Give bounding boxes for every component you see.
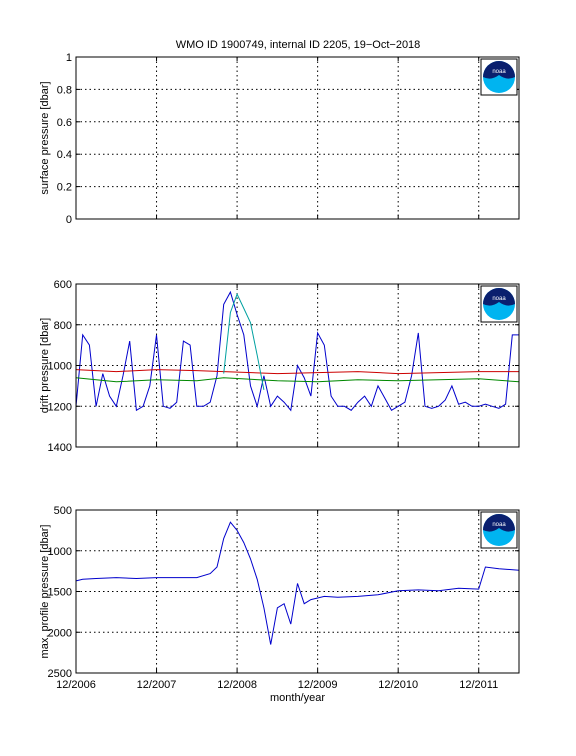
y-tick-label: 600 (54, 279, 72, 291)
y-tick-label: 1000 (48, 546, 72, 558)
blue-series-line (75, 290, 519, 412)
y-tick-label: 2500 (48, 668, 72, 680)
logo-text: noaa (492, 296, 506, 302)
figure-title: WMO ID 1900749, internal ID 2205, 19−Oct… (176, 39, 421, 51)
cyan-series-line (223, 292, 265, 390)
logo-bird (483, 514, 515, 532)
y-tick-label: 1000 (48, 361, 72, 373)
y-tick-label: 0 (66, 214, 72, 226)
noaa-logo-icon: noaa (480, 58, 518, 96)
y-tick-label: 1 (66, 52, 72, 64)
y-tick-label: 500 (54, 505, 72, 517)
y-axis-label: max. profile pressure [dbar] (39, 525, 51, 659)
drift-pressure-panel: 600 800 1000 1200 1400 drift pressure [dbar] n… (39, 279, 520, 454)
red-series-line (75, 369, 519, 375)
logo-bird (483, 288, 515, 306)
y-tick-label: 2000 (48, 627, 72, 639)
y-tick-label: 0.6 (57, 117, 72, 129)
y-tick-label: 1400 (48, 442, 72, 454)
x-tick-label: 12/2006 (56, 679, 96, 691)
y-tick-label: 800 (54, 320, 72, 332)
y-axis-label: surface pressure [dbar] (39, 81, 51, 194)
axes-box (75, 56, 520, 220)
x-tick-label: 12/2007 (137, 679, 177, 691)
y-axis-label: drift pressure [dbar] (39, 318, 51, 413)
blue-series-line (75, 521, 520, 645)
logo-text: noaa (492, 522, 506, 528)
y-tick-label: 1200 (48, 401, 72, 413)
y-tick-label: 0.4 (57, 149, 72, 161)
noaa-logo-icon: noaa (480, 285, 518, 323)
y-tick-label: 1500 (48, 587, 72, 599)
y-tick-label: 0.8 (57, 84, 72, 96)
x-axis-label: month/year (270, 692, 325, 704)
logo-bird (483, 61, 515, 79)
noaa-logo-icon: noaa (480, 511, 518, 549)
x-tick-label: 12/2008 (217, 679, 257, 691)
x-tick-label: 12/2009 (298, 679, 338, 691)
surface-pressure-panel: 0 0.2 0.4 0.6 0.8 1 surface pressure [dbar] noa… (39, 52, 520, 226)
green-series-line (75, 377, 520, 383)
y-tick-label: 0.2 (57, 182, 72, 194)
logo-text: noaa (492, 69, 506, 75)
x-tick-label: 12/2010 (378, 679, 418, 691)
x-tick-label: 12/2011 (459, 679, 498, 691)
